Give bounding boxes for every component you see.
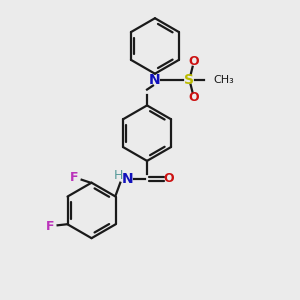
Text: S: S	[184, 73, 194, 87]
Text: N: N	[149, 73, 161, 87]
Text: H: H	[114, 169, 123, 182]
Text: O: O	[188, 91, 199, 104]
Text: N: N	[122, 172, 133, 186]
Text: CH₃: CH₃	[213, 75, 234, 85]
Text: O: O	[164, 172, 174, 185]
Text: F: F	[45, 220, 54, 233]
Text: F: F	[70, 171, 78, 184]
Text: O: O	[188, 55, 199, 68]
